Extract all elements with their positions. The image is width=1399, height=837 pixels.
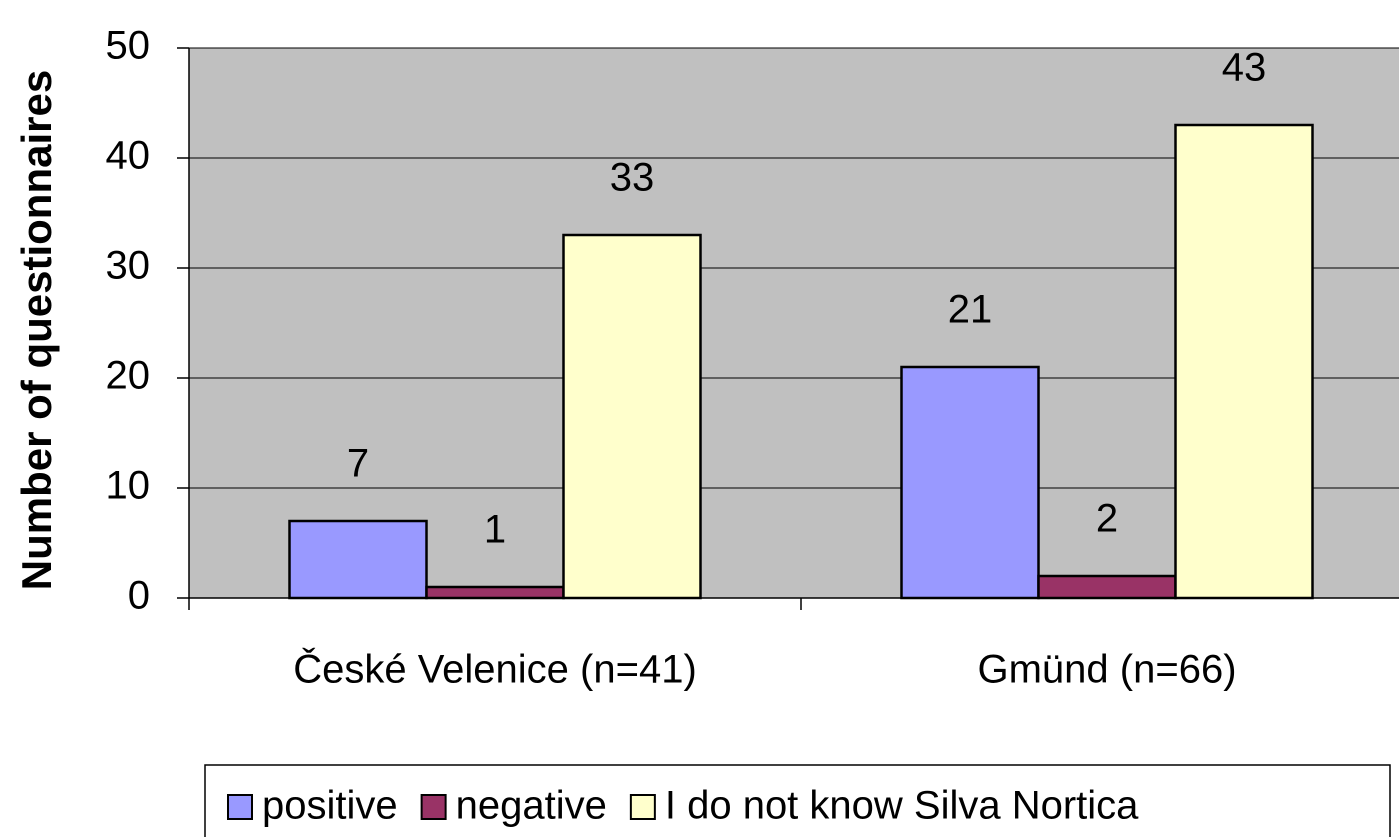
y-tick-label: 40 xyxy=(106,134,151,178)
bar xyxy=(562,233,702,600)
data-label: 2 xyxy=(1096,497,1118,541)
y-tick-label: 0 xyxy=(128,574,150,618)
y-axis-label: Number of questionnaires xyxy=(13,70,60,590)
legend-label: positive xyxy=(262,784,398,828)
x-tick-label: České Velenice (n=41) xyxy=(293,647,697,692)
data-label: 1 xyxy=(484,508,506,552)
bar xyxy=(1037,574,1177,600)
y-tick-label: 10 xyxy=(106,464,151,508)
legend-label: negative xyxy=(456,784,607,828)
legend-box xyxy=(204,764,1391,837)
data-label: 7 xyxy=(347,442,369,486)
y-tick-label: 30 xyxy=(106,244,151,288)
data-label: 43 xyxy=(1222,46,1267,90)
legend-swatch xyxy=(420,794,447,820)
data-label: 21 xyxy=(948,288,993,332)
data-label: 33 xyxy=(610,156,655,200)
legend-swatch xyxy=(227,794,253,820)
bar xyxy=(1174,123,1314,600)
legend-label: I do not know Silva Nortica xyxy=(665,784,1139,828)
legend-swatch xyxy=(629,794,656,820)
bar xyxy=(425,585,565,600)
x-tick-label: Gmünd (n=66) xyxy=(977,648,1236,692)
y-tick-label: 20 xyxy=(106,354,151,398)
y-tick-label: 50 xyxy=(106,24,151,68)
bar xyxy=(288,519,428,600)
bar xyxy=(900,365,1040,600)
